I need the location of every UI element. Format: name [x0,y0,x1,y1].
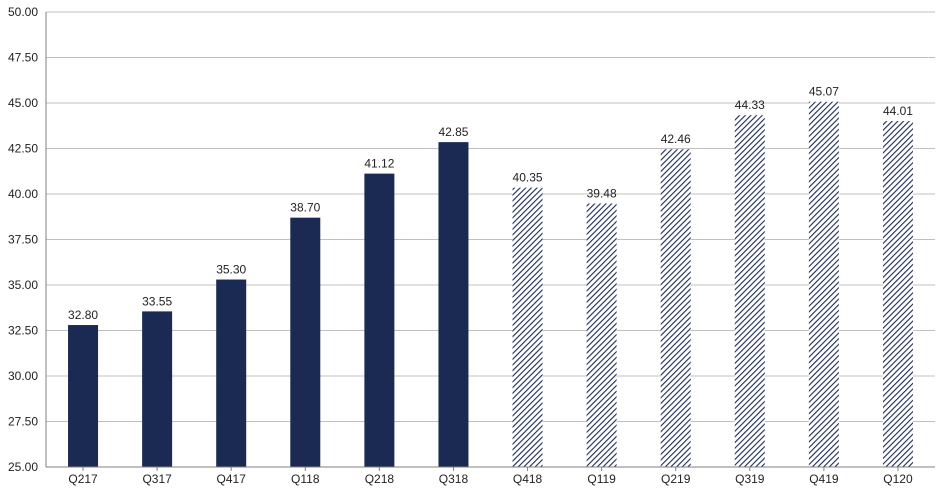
y-tick-label: 40.00 [8,187,38,201]
bar-q219 [660,149,691,467]
data-labels: 32.80 33.55 35.30 38.70 41.12 42.85 40.35 39.48… [68,85,913,322]
x-tick-label: Q419 [809,472,839,486]
bar-q317 [142,311,173,467]
bar-q120 [882,121,913,467]
x-tick-label: Q218 [365,472,395,486]
y-tick-label: 37.50 [8,233,38,247]
data-label-q118: 38.70 [290,201,320,215]
data-label-q419: 45.07 [809,85,839,99]
bar-q319 [734,115,765,467]
x-tick-label: Q119 [587,472,616,486]
bar-q417 [216,279,247,467]
y-tick-label: 42.50 [8,142,38,156]
y-tick-label: 32.50 [8,324,38,338]
bar-q217 [68,325,99,467]
x-tick-label: Q219 [661,472,691,486]
x-tick-label: Q118 [291,472,320,486]
data-label-q217: 32.80 [68,308,98,322]
bar-q218 [364,173,395,467]
data-label-q418: 40.35 [513,171,543,185]
data-label-q219: 42.46 [661,132,691,146]
y-tick-label: 47.50 [8,51,38,65]
gridlines [46,11,935,422]
data-label-q319: 44.33 [735,98,765,112]
x-tick-label: Q317 [142,472,172,486]
y-tick-label: 45.00 [8,96,38,110]
y-tick-label: 30.00 [8,369,38,383]
bar-q118 [290,217,321,467]
y-tick-label: 50.00 [8,5,38,19]
x-tick-label: Q217 [68,472,98,486]
data-label-q120: 44.01 [883,104,913,118]
axes: 25.00 27.50 30.00 32.50 35.00 37.50 40.00 42.50… [8,5,935,486]
y-tick-label: 35.00 [8,278,38,292]
bar-q318 [438,142,469,467]
x-tick-label: Q417 [217,472,247,486]
x-tick-label: Q418 [513,472,543,486]
y-tick-label: 27.50 [8,415,38,429]
x-tick-label: Q319 [735,472,765,486]
bar-q418 [512,187,543,467]
data-label-q218: 41.12 [364,157,394,171]
data-label-q318: 42.85 [438,125,468,139]
data-label-q119: 39.48 [587,186,617,200]
data-label-q317: 33.55 [142,294,172,308]
x-tick-label: Q120 [883,472,913,486]
bar-q419 [808,101,839,467]
x-tick-label: Q318 [439,472,469,486]
bar-q119 [586,203,617,468]
bars [68,101,913,468]
y-tick-label: 25.00 [8,460,38,474]
data-label-q417: 35.30 [216,263,246,277]
